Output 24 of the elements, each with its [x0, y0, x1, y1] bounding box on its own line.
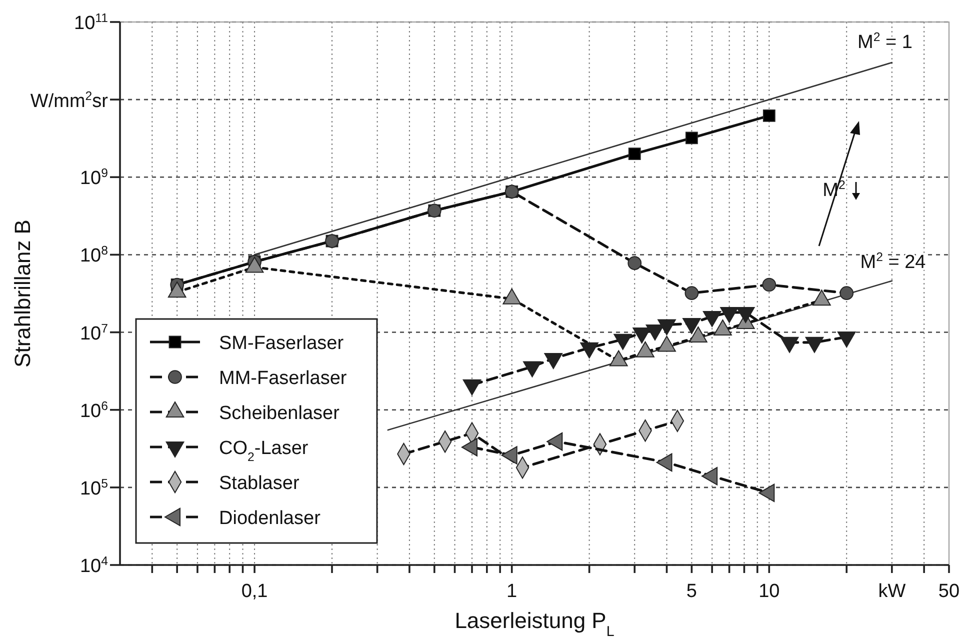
- y-axis-title: Strahlbrillanz B: [10, 220, 35, 368]
- annotation: M$^{2}$ = 1: [858, 30, 912, 53]
- x-tick-label: 10: [758, 581, 780, 602]
- x-tick-label: 5: [686, 581, 697, 602]
- y-tick-label: 10$^{8}$: [80, 244, 108, 267]
- y-tick-label: 10$^{7}$: [80, 321, 108, 344]
- x-tick-label: 1: [506, 581, 518, 602]
- legend-label: Stablaser: [219, 473, 300, 494]
- y-tick-label: 10$^{4}$: [80, 554, 108, 577]
- text: W/mm$^{2}$sr: [30, 89, 109, 112]
- legend-label: Diodenlaser: [219, 508, 322, 529]
- legend-label: SM-Faserlaser: [219, 333, 344, 354]
- legend-label: CO$_{2}$-Laser: [219, 438, 309, 464]
- y-tick-label: 10$^{9}$: [80, 166, 108, 190]
- annotation: M$^{2}$ = 24: [860, 250, 926, 273]
- x-axis-title: Laserleistung P$_{L}$: [454, 608, 614, 639]
- x-tick-label: 0,1: [241, 581, 268, 602]
- y-tick-label: 10$^{6}$: [80, 398, 108, 422]
- x-tick-label: 50: [938, 581, 960, 602]
- x-tick-label: kW: [878, 581, 906, 602]
- y-tick-label: 10$^{5}$: [80, 476, 108, 500]
- y-tick-label: 10$^{11}$: [74, 11, 108, 34]
- legend-label: Scheibenlaser: [219, 403, 340, 424]
- legend-label: MM-Faserlaser: [219, 368, 348, 389]
